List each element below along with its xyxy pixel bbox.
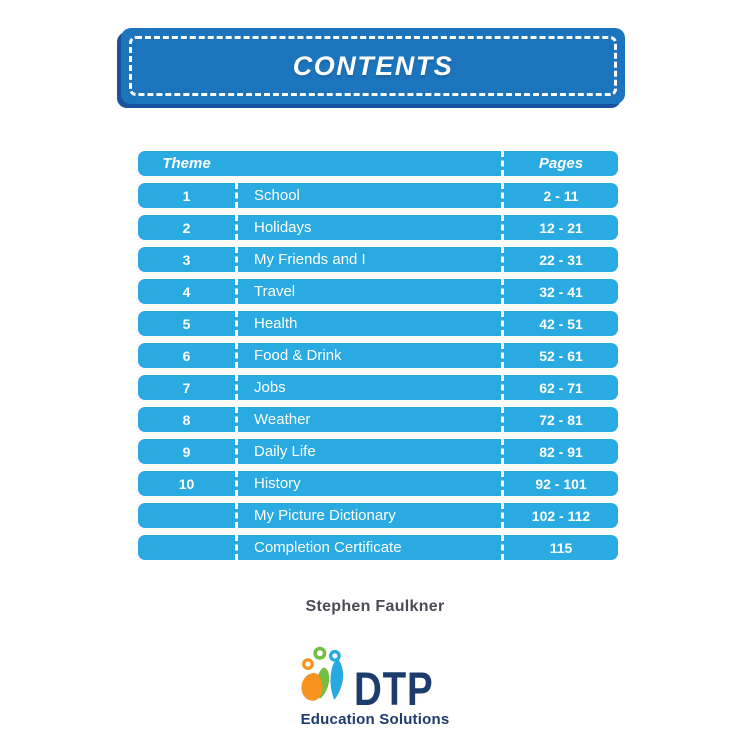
contents-table-header: Theme Pages: [138, 151, 618, 176]
pages-column-header: Pages: [501, 151, 618, 176]
toc-table-body: 1 School 2 - 11 2 Holidays 12 - 21 3 My …: [138, 183, 618, 560]
theme-pages: 42 - 51: [501, 311, 618, 336]
table-row: 9 Daily Life 82 - 91: [138, 439, 618, 464]
theme-pages: 32 - 41: [501, 279, 618, 304]
theme-pages: 12 - 21: [501, 215, 618, 240]
theme-number: 7: [182, 379, 191, 396]
theme-title: Jobs: [235, 375, 501, 400]
table-row: Completion Certificate 115: [138, 535, 618, 560]
theme-number: 4: [182, 283, 191, 300]
theme-title: Completion Certificate: [235, 535, 501, 560]
theme-pages: 22 - 31: [501, 247, 618, 272]
theme-number: 8: [182, 411, 191, 428]
logo-tagline: Education Solutions: [300, 711, 450, 728]
theme-pages: 115: [501, 535, 618, 560]
table-row: 8 Weather 72 - 81: [138, 407, 618, 432]
theme-title: Food & Drink: [235, 343, 501, 368]
theme-pages: 72 - 81: [501, 407, 618, 432]
theme-title: Health: [235, 311, 501, 336]
theme-number: [138, 503, 235, 528]
contents-banner-dashed-border: CONTENTS: [129, 36, 617, 96]
table-row: 10 History 92 - 101: [138, 471, 618, 496]
theme-title: Weather: [235, 407, 501, 432]
theme-title: My Friends and I: [235, 247, 501, 272]
theme-number: 9: [182, 443, 191, 460]
theme-title: School: [235, 183, 501, 208]
theme-column-header: Theme: [162, 155, 211, 172]
page-title: CONTENTS: [292, 50, 454, 81]
theme-title: Holidays: [235, 215, 501, 240]
theme-pages: 52 - 61: [501, 343, 618, 368]
table-row: 3 My Friends and I 22 - 31: [138, 247, 618, 272]
theme-number: 1: [182, 187, 191, 204]
author-name: Stephen Faulkner: [305, 598, 445, 615]
title-column-header: [235, 151, 501, 176]
table-row: 4 Travel 32 - 41: [138, 279, 618, 304]
people-group-icon: [300, 646, 348, 709]
table-row: 7 Jobs 62 - 71: [138, 375, 618, 400]
theme-pages: 62 - 71: [501, 375, 618, 400]
table-row: 1 School 2 - 11: [138, 183, 618, 208]
table-row: 2 Holidays 12 - 21: [138, 215, 618, 240]
theme-number: [138, 535, 235, 560]
theme-number: 3: [182, 251, 191, 268]
logo-brand-text: DTP: [353, 662, 434, 716]
theme-title: History: [235, 471, 501, 496]
theme-pages: 2 - 11: [501, 183, 618, 208]
contents-table: Theme Pages 1 School 2 - 11 2 Holidays 1…: [138, 151, 618, 567]
theme-title: Daily Life: [235, 439, 501, 464]
table-row: 5 Health 42 - 51: [138, 311, 618, 336]
publisher-logo: DTP Education Solutions: [0, 646, 750, 728]
table-row: 6 Food & Drink 52 - 61: [138, 343, 618, 368]
theme-pages: 82 - 91: [501, 439, 618, 464]
theme-number: 6: [182, 347, 191, 364]
theme-number: 10: [178, 475, 195, 492]
theme-number: 5: [182, 315, 191, 332]
theme-pages: 102 - 112: [501, 503, 618, 528]
theme-title: Travel: [235, 279, 501, 304]
theme-pages: 92 - 101: [501, 471, 618, 496]
table-row: My Picture Dictionary 102 - 112: [138, 503, 618, 528]
contents-banner: CONTENTS: [121, 28, 625, 104]
theme-title: My Picture Dictionary: [235, 503, 501, 528]
theme-number: 2: [182, 219, 191, 236]
